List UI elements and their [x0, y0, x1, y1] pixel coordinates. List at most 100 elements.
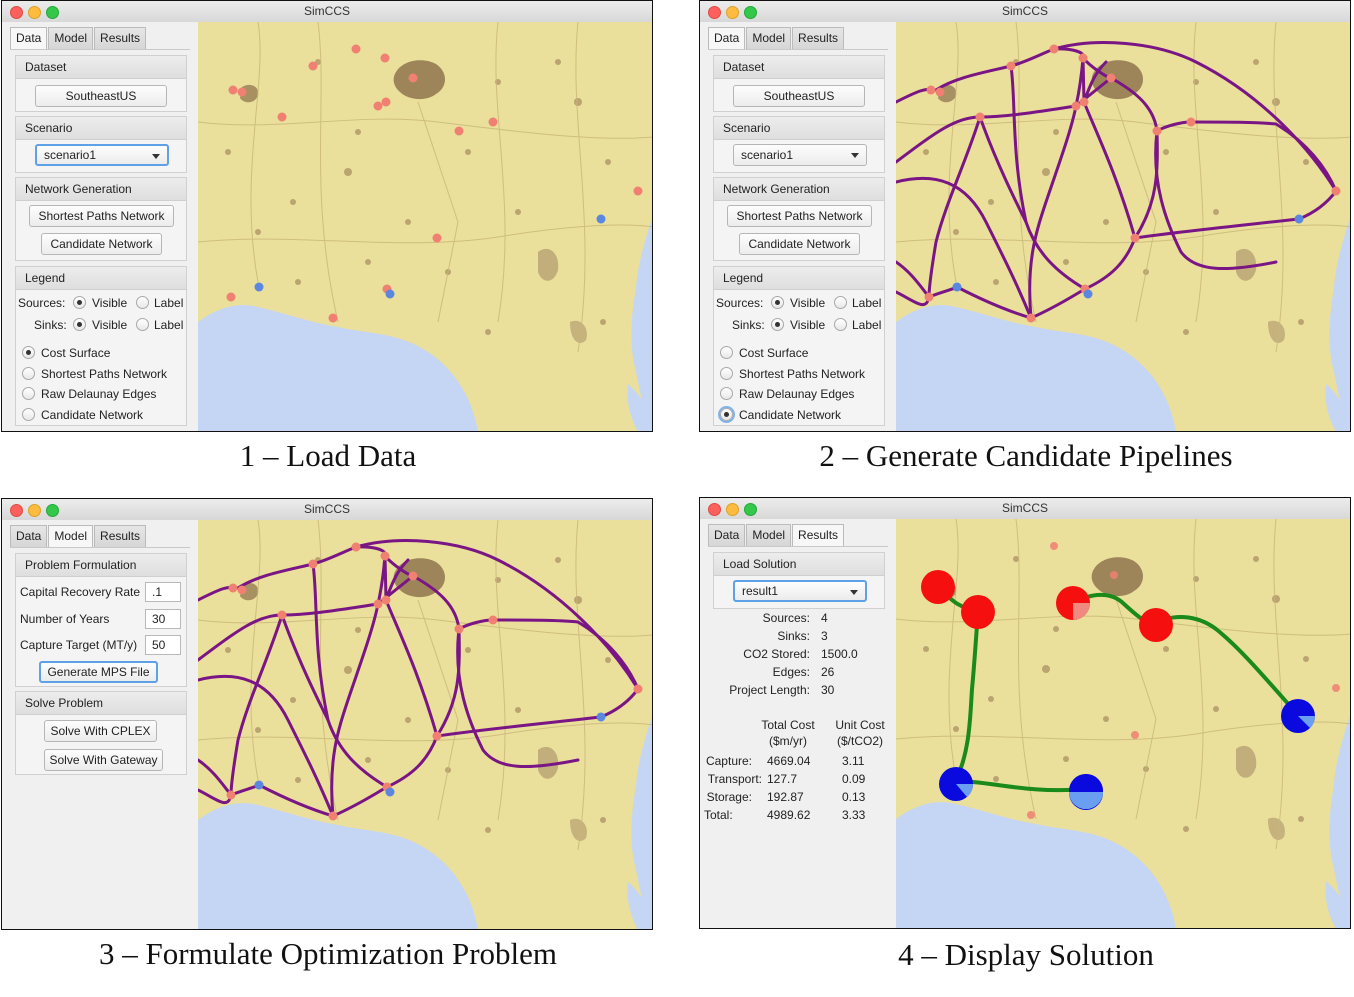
sinks-label-radio[interactable]: [834, 318, 847, 331]
sources-visible-radio[interactable]: [771, 296, 784, 309]
result-select[interactable]: result1: [733, 580, 867, 602]
crr-label: Capital Recovery Rate: [20, 585, 141, 599]
sinks-visible-radio[interactable]: [73, 318, 86, 331]
zoom-icon[interactable]: [46, 6, 59, 19]
dataset-section: Dataset SoutheastUS: [15, 55, 187, 112]
capture-target-field[interactable]: 50: [145, 635, 181, 655]
tab-results[interactable]: Results: [94, 27, 147, 49]
close-icon[interactable]: [708, 503, 721, 516]
sinks-label-radio[interactable]: [136, 318, 149, 331]
layer-radio[interactable]: [22, 346, 35, 359]
close-icon[interactable]: [10, 504, 23, 517]
source-marker[interactable]: [381, 97, 391, 107]
visible-label: Visible: [790, 318, 826, 332]
sources-visible-radio[interactable]: [73, 296, 86, 309]
source-marker[interactable]: [373, 101, 383, 111]
tab-model[interactable]: Model: [48, 525, 94, 547]
years-field[interactable]: 30: [145, 609, 181, 629]
solve-gateway-button[interactable]: Solve With Gateway: [44, 749, 163, 771]
sources-label-radio[interactable]: [834, 296, 847, 309]
cost-unit: 0.09: [842, 772, 866, 786]
layer-radio[interactable]: [720, 408, 733, 421]
candidate-network-button[interactable]: Candidate Network: [41, 233, 162, 255]
minimize-icon[interactable]: [28, 6, 41, 19]
sink-pie[interactable]: [1069, 774, 1103, 810]
generate-mps-button[interactable]: Generate MPS File: [39, 661, 158, 683]
sidebar: Data Model Results Dataset SoutheastUS S…: [2, 22, 198, 431]
minimize-icon[interactable]: [726, 503, 739, 516]
source-marker[interactable]: [408, 73, 418, 83]
solve-cplex-button[interactable]: Solve With CPLEX: [44, 720, 157, 742]
tab-model[interactable]: Model: [746, 524, 792, 546]
map-view[interactable]: [896, 519, 1350, 928]
minimize-icon[interactable]: [726, 6, 739, 19]
sink-pie[interactable]: [1281, 699, 1315, 733]
layer-radio[interactable]: [720, 346, 733, 359]
section-header: Network Generation: [714, 178, 884, 201]
source-pie[interactable]: [961, 595, 995, 629]
scenario-select[interactable]: scenario1: [35, 144, 169, 166]
cost-unit: 0.13: [842, 790, 866, 804]
zoom-icon[interactable]: [744, 503, 757, 516]
col-header: ($m/yr): [769, 734, 807, 748]
candidate-network-button[interactable]: Candidate Network: [739, 233, 860, 255]
sidebar: Data Model Results Problem Formulation C…: [2, 520, 198, 929]
source-marker[interactable]: [351, 44, 361, 54]
tab-data[interactable]: Data: [708, 524, 746, 546]
sinks-visible-radio[interactable]: [771, 318, 784, 331]
tab-results[interactable]: Results: [792, 524, 845, 546]
sources-label-radio[interactable]: [136, 296, 149, 309]
source-marker[interactable]: [454, 126, 464, 136]
crr-field[interactable]: .1: [145, 582, 181, 602]
source-marker: [1110, 571, 1118, 579]
summary-label: CO2 Stored:: [743, 647, 810, 661]
summary-value: 1500.0: [821, 647, 858, 661]
source-marker[interactable]: [488, 117, 498, 127]
dataset-button[interactable]: SoutheastUS: [733, 85, 865, 107]
sink-pie[interactable]: [939, 767, 974, 801]
layer-radio[interactable]: [22, 387, 35, 400]
source-marker[interactable]: [633, 186, 643, 196]
source-pie[interactable]: [1056, 586, 1090, 620]
source-marker[interactable]: [226, 292, 236, 302]
source-pie[interactable]: [1139, 608, 1173, 642]
source-marker[interactable]: [277, 112, 287, 122]
layer-radio[interactable]: [720, 387, 733, 400]
map-view[interactable]: [198, 520, 652, 929]
sink-marker[interactable]: [596, 214, 606, 224]
col-header: Total Cost: [761, 718, 815, 732]
close-icon[interactable]: [10, 6, 23, 19]
layer-label: Shortest Paths Network: [41, 367, 168, 381]
layer-radio[interactable]: [22, 408, 35, 421]
source-marker[interactable]: [328, 313, 338, 323]
label-label: Label: [154, 318, 184, 332]
scenario-select[interactable]: scenario1: [733, 144, 867, 166]
layer-radio[interactable]: [720, 367, 733, 380]
dataset-button[interactable]: SoutheastUS: [35, 85, 167, 107]
map-view[interactable]: [896, 22, 1350, 431]
source-marker[interactable]: [380, 53, 390, 63]
tab-model[interactable]: Model: [48, 27, 94, 49]
close-icon[interactable]: [708, 6, 721, 19]
minimize-icon[interactable]: [28, 504, 41, 517]
tab-model[interactable]: Model: [746, 27, 792, 49]
section-header: Dataset: [714, 56, 884, 79]
shortest-paths-button[interactable]: Shortest Paths Network: [29, 205, 174, 227]
sink-marker[interactable]: [385, 289, 395, 299]
tab-data[interactable]: Data: [708, 27, 746, 49]
map-view[interactable]: [198, 22, 652, 431]
source-pie[interactable]: [921, 570, 955, 604]
zoom-icon[interactable]: [744, 6, 757, 19]
zoom-icon[interactable]: [46, 504, 59, 517]
source-marker[interactable]: [228, 85, 238, 95]
source-marker[interactable]: [308, 61, 318, 71]
tab-data[interactable]: Data: [10, 525, 48, 547]
shortest-paths-button[interactable]: Shortest Paths Network: [727, 205, 872, 227]
tab-results[interactable]: Results: [94, 525, 147, 547]
tab-data[interactable]: Data: [10, 27, 48, 49]
layer-radio[interactable]: [22, 367, 35, 380]
tab-results[interactable]: Results: [792, 27, 845, 49]
source-marker[interactable]: [237, 87, 247, 97]
source-marker[interactable]: [432, 233, 442, 243]
sink-marker[interactable]: [254, 282, 264, 292]
